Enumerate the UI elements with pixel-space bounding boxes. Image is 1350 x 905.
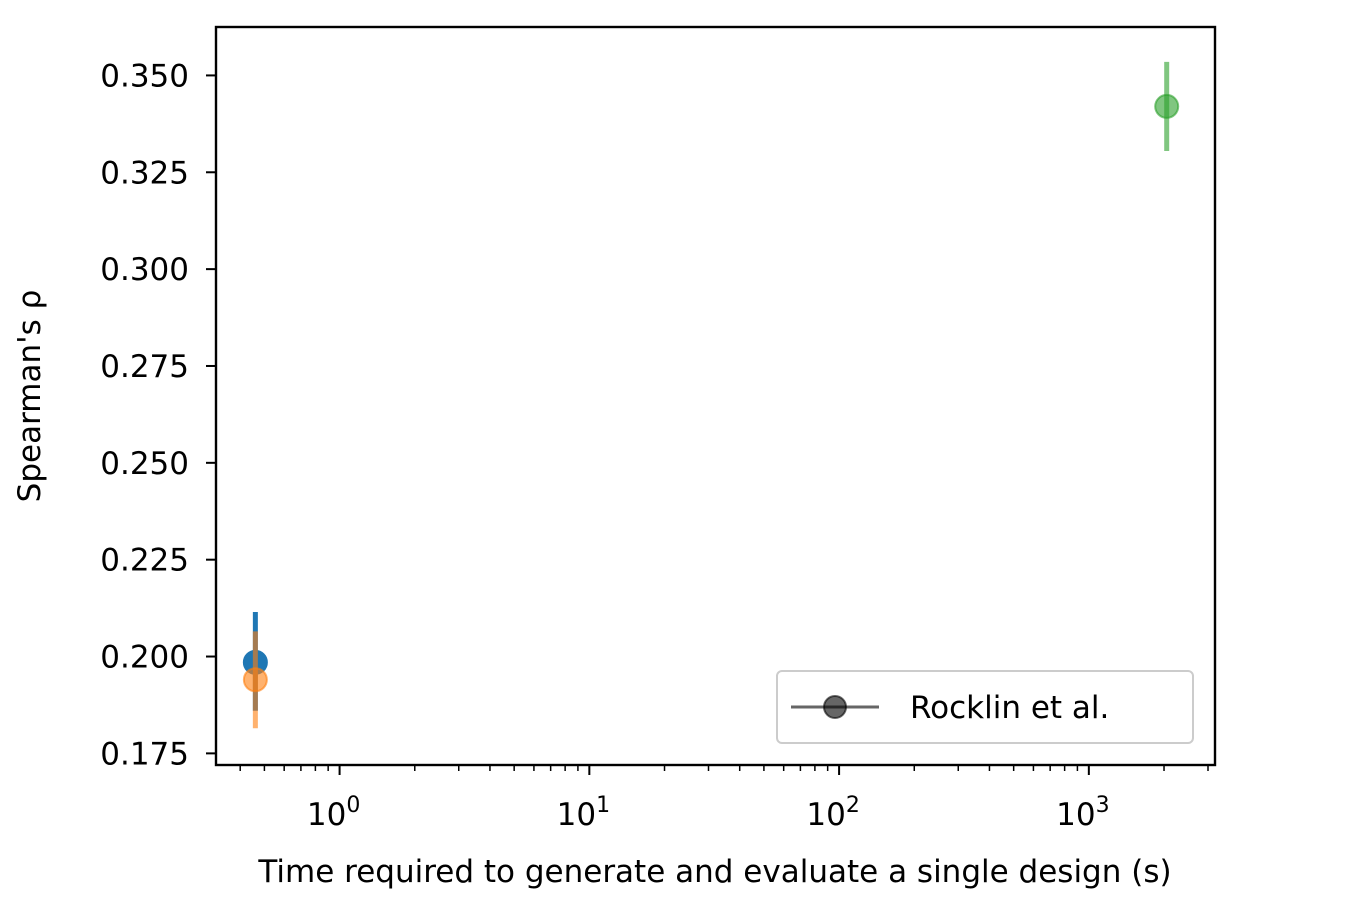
axes-frame — [214, 25, 1217, 767]
y-tick-label: 0.325 — [100, 155, 189, 191]
x-tick-label: 100 — [307, 793, 360, 833]
x-tick-label: 102 — [806, 793, 859, 833]
y-axis-title: Spearman's ρ — [12, 290, 48, 503]
y-tick-label: 0.275 — [100, 349, 189, 385]
legend[interactable]: Rocklin et al. — [776, 670, 1194, 744]
plot-area — [242, 61, 1180, 729]
y-tick-label: 0.350 — [100, 58, 189, 94]
y-tick-label: 0.175 — [100, 736, 189, 772]
x-axis-title: Time required to generate and evaluate a… — [257, 854, 1171, 890]
data-point — [242, 667, 268, 693]
legend-box — [776, 670, 1194, 744]
y-tick-label: 0.300 — [100, 252, 189, 288]
legend-marker — [823, 695, 847, 719]
x-tick-label: 101 — [557, 793, 610, 833]
y-tick-label: 0.200 — [100, 640, 189, 676]
x-axis: 100 101 102 103 — [239, 765, 1209, 833]
y-tick-label: 0.250 — [100, 446, 189, 482]
y-tick-label: 0.225 — [100, 543, 189, 579]
legend-label: Rocklin et al. — [910, 690, 1109, 726]
y-axis: 0.175 0.200 0.225 0.250 0.275 0.300 0.325 0.350 — [100, 58, 216, 772]
data-point — [1154, 93, 1180, 119]
x-tick-label: 103 — [1056, 793, 1109, 833]
